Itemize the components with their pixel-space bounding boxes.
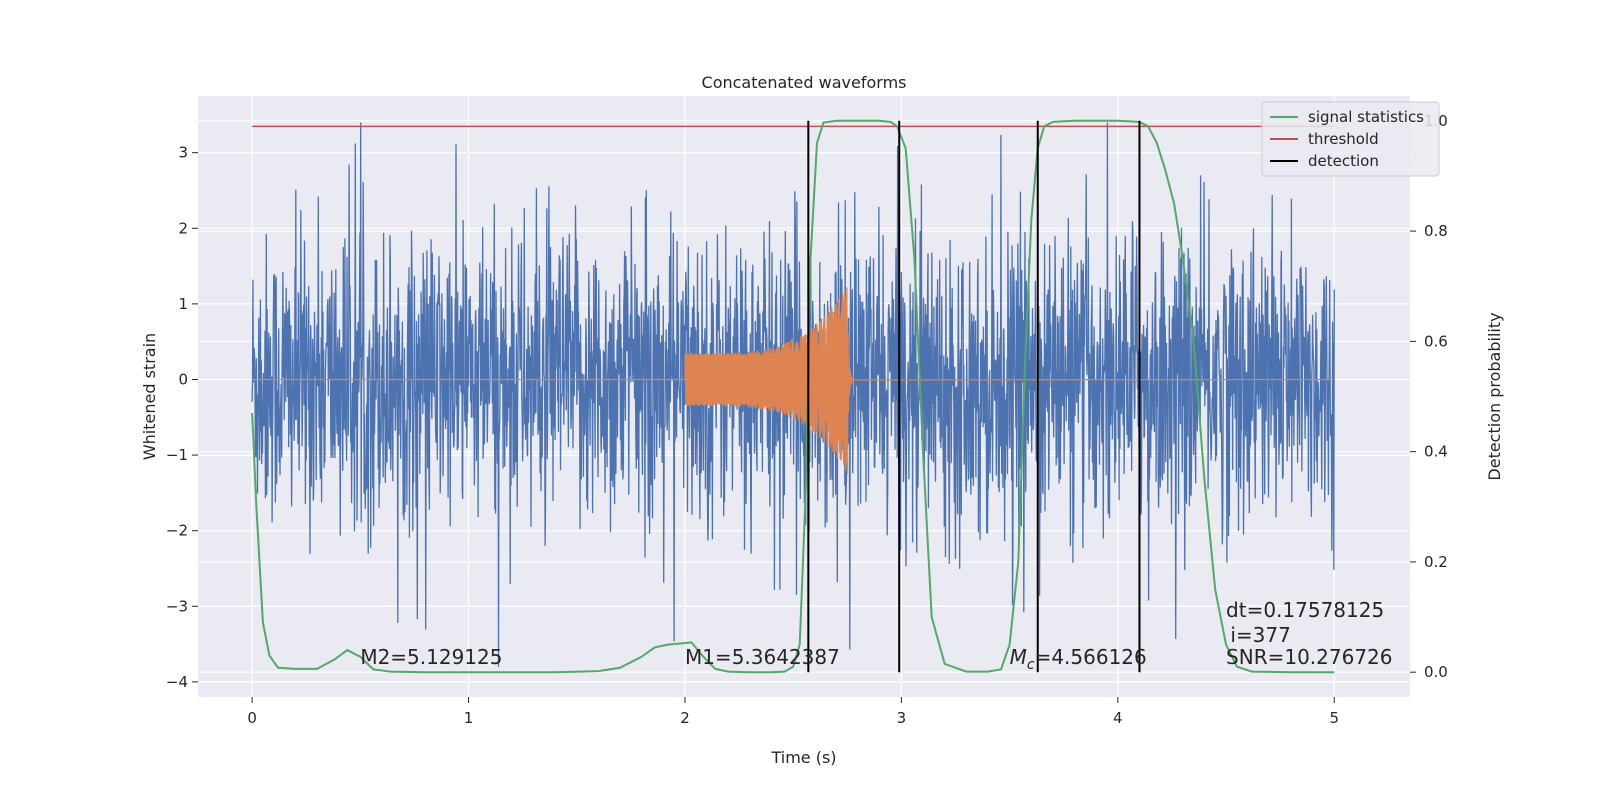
y-tick-label-1: −3 xyxy=(166,597,188,615)
x-tick-label-2: 2 xyxy=(680,709,690,727)
y2-tick-label-3: 0.6 xyxy=(1424,332,1448,350)
y-tick-label-5: 1 xyxy=(178,295,188,313)
annotation-3: dt=0.17578125 xyxy=(1226,598,1384,622)
y-tick-label-6: 2 xyxy=(178,219,188,237)
annotations: M2=5.129125 M1=5.3642387 Mc=4.566126 dt=0.1… xyxy=(360,598,1392,673)
y-tick-label-3: −1 xyxy=(166,446,188,464)
signal-statistics-line xyxy=(251,119,1335,674)
left-axis: −4 −3 −2 −1 0 1 2 3 xyxy=(166,144,198,691)
legend: signal statistics threshold detection xyxy=(1261,101,1440,177)
legend-box xyxy=(1261,101,1440,177)
y-tick-label-7: 3 xyxy=(178,144,188,162)
x-tick-label-5: 5 xyxy=(1329,709,1339,727)
y-tick-label-4: 0 xyxy=(178,370,188,388)
annotation-0: M2=5.129125 xyxy=(360,645,502,669)
x-axis-label: Time (s) xyxy=(770,748,836,767)
y2-tick-label-0: 0.0 xyxy=(1424,663,1448,681)
x-tick-label-1: 1 xyxy=(464,709,474,727)
y2-tick-label-1: 0.2 xyxy=(1424,553,1448,571)
y2-axis-label: Detection probability xyxy=(1485,312,1504,480)
injected-waveform-line xyxy=(252,287,1335,475)
y-axis-label: Whitened strain xyxy=(140,333,159,460)
y2-tick-label-2: 0.4 xyxy=(1424,443,1448,461)
x-tick-label-0: 0 xyxy=(247,709,257,727)
legend-entry-1: threshold xyxy=(1308,130,1379,148)
legend-entry-2: detection xyxy=(1308,152,1379,170)
right-axis: 0.00.20.40.60.81.0 xyxy=(1410,112,1448,681)
plot-area xyxy=(251,119,1335,674)
y-tick-label-2: −2 xyxy=(166,522,188,540)
y-tick-label-0: −4 xyxy=(166,673,188,691)
annotation-1: M1=5.3642387 xyxy=(685,645,840,669)
x-tick-label-4: 4 xyxy=(1113,709,1123,727)
chart-title: Concatenated waveforms xyxy=(702,73,907,92)
annotation-2: Mc=4.566126 xyxy=(1010,645,1147,673)
annotation-4: i=377 xyxy=(1230,623,1291,647)
detection-lines xyxy=(807,120,1141,673)
x-tick-label-3: 3 xyxy=(897,709,907,727)
y2-tick-label-4: 0.8 xyxy=(1424,222,1448,240)
legend-entry-0: signal statistics xyxy=(1308,108,1424,126)
bottom-axis: 0 1 2 3 4 5 xyxy=(247,697,1339,727)
annotation-5: SNR=10.276726 xyxy=(1226,645,1392,669)
